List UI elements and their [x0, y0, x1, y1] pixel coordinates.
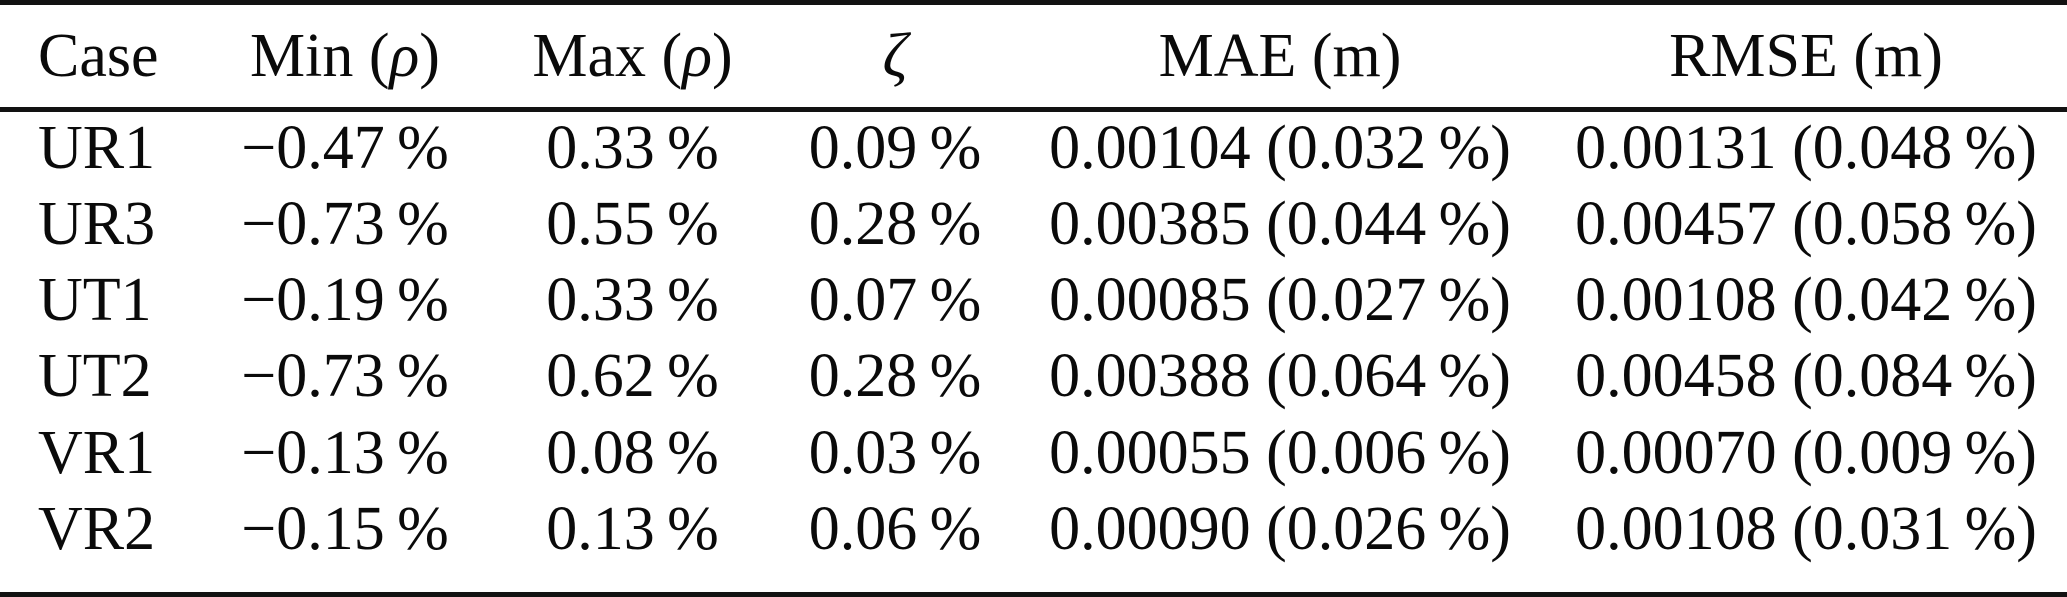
cell-zeta: 0.28 % [808, 342, 982, 411]
cell-zeta: 0.06 % [808, 494, 982, 563]
cell-max: 0.13 % [546, 494, 719, 563]
header-text: MAE (m) [1158, 21, 1402, 90]
cell-rmse: 0.00457 (0.058 %) [1575, 189, 2037, 258]
cell-zeta: 0.09 % [808, 114, 982, 183]
cell-rmse: 0.00458 (0.084 %) [1575, 342, 2037, 411]
cell-zeta: 0.03 % [808, 418, 982, 487]
table-row-ut2: UT2 −0.73 % 0.62 % 0.28 % 0.00388 (0.064… [0, 339, 2067, 415]
cell-rmse: 0.00131 (0.048 %) [1575, 114, 2037, 183]
cell-mae: 0.00085 (0.027 %) [1049, 265, 1511, 334]
header-text: ) [711, 21, 733, 90]
cell-min: −0.73 % [241, 342, 449, 411]
col-header-min-rho: Min (ρ) [200, 3, 490, 110]
cell-rmse: 0.00108 (0.042 %) [1575, 265, 2037, 334]
col-header-case: Case [0, 3, 200, 110]
cell-mae: 0.00388 (0.064 %) [1049, 342, 1511, 411]
cell-mae: 0.00385 (0.044 %) [1049, 189, 1511, 258]
header-text: Min ( [250, 21, 390, 90]
table-row-ur3: UR3 −0.73 % 0.55 % 0.28 % 0.00385 (0.044… [0, 186, 2067, 262]
header-text: ) [419, 21, 440, 90]
cell-mae: 0.00104 (0.032 %) [1049, 114, 1511, 183]
cell-min: −0.19 % [241, 265, 449, 334]
cell-case: VR1 [38, 418, 156, 487]
header-text: RMSE (m) [1669, 21, 1943, 90]
table-row-vr2: VR2 −0.15 % 0.13 % 0.06 % 0.00090 (0.026… [0, 491, 2067, 567]
header-text: Max ( [532, 21, 683, 90]
cell-case: VR2 [38, 494, 156, 563]
col-header-max-rho: Max (ρ) [490, 3, 775, 110]
cell-mae: 0.00090 (0.026 %) [1049, 494, 1511, 563]
header-text: Case [38, 21, 159, 90]
col-header-rmse: RMSE (m) [1545, 3, 2067, 110]
cell-min: −0.13 % [241, 418, 449, 487]
rho-symbol: ρ [389, 21, 420, 90]
col-header-zeta: ζ [775, 3, 1015, 110]
table-row-ur1: UR1 −0.47 % 0.33 % 0.09 % 0.00104 (0.032… [0, 110, 2067, 186]
col-header-mae: MAE (m) [1015, 3, 1545, 110]
cell-case: UT1 [38, 265, 152, 334]
cell-zeta: 0.28 % [808, 189, 982, 258]
spacer-row [0, 568, 2067, 595]
cell-case: UT2 [38, 342, 152, 411]
table-row-ut1: UT1 −0.19 % 0.33 % 0.07 % 0.00085 (0.027… [0, 262, 2067, 338]
cell-min: −0.47 % [241, 114, 449, 183]
rho-symbol: ρ [682, 21, 712, 90]
cell-max: 0.55 % [546, 189, 719, 258]
zeta-symbol: ζ [882, 21, 908, 90]
cell-zeta: 0.07 % [808, 265, 982, 334]
spacer [0, 568, 2067, 595]
cell-rmse: 0.00070 (0.009 %) [1575, 418, 2037, 487]
cell-min: −0.73 % [241, 189, 449, 258]
cell-max: 0.62 % [546, 342, 719, 411]
cell-max: 0.33 % [546, 114, 719, 183]
cell-case: UR1 [38, 114, 156, 183]
cell-max: 0.33 % [546, 265, 719, 334]
cell-max: 0.08 % [546, 418, 719, 487]
cell-rmse: 0.00108 (0.031 %) [1575, 494, 2037, 563]
cell-min: −0.15 % [241, 494, 449, 563]
cell-mae: 0.00055 (0.006 %) [1049, 418, 1511, 487]
cell-case: UR3 [38, 189, 156, 258]
table-row-vr1: VR1 −0.13 % 0.08 % 0.03 % 0.00055 (0.006… [0, 415, 2067, 491]
header-row: Case Min (ρ) Max (ρ) ζ MAE (m) RMSE (m) [0, 3, 2067, 110]
